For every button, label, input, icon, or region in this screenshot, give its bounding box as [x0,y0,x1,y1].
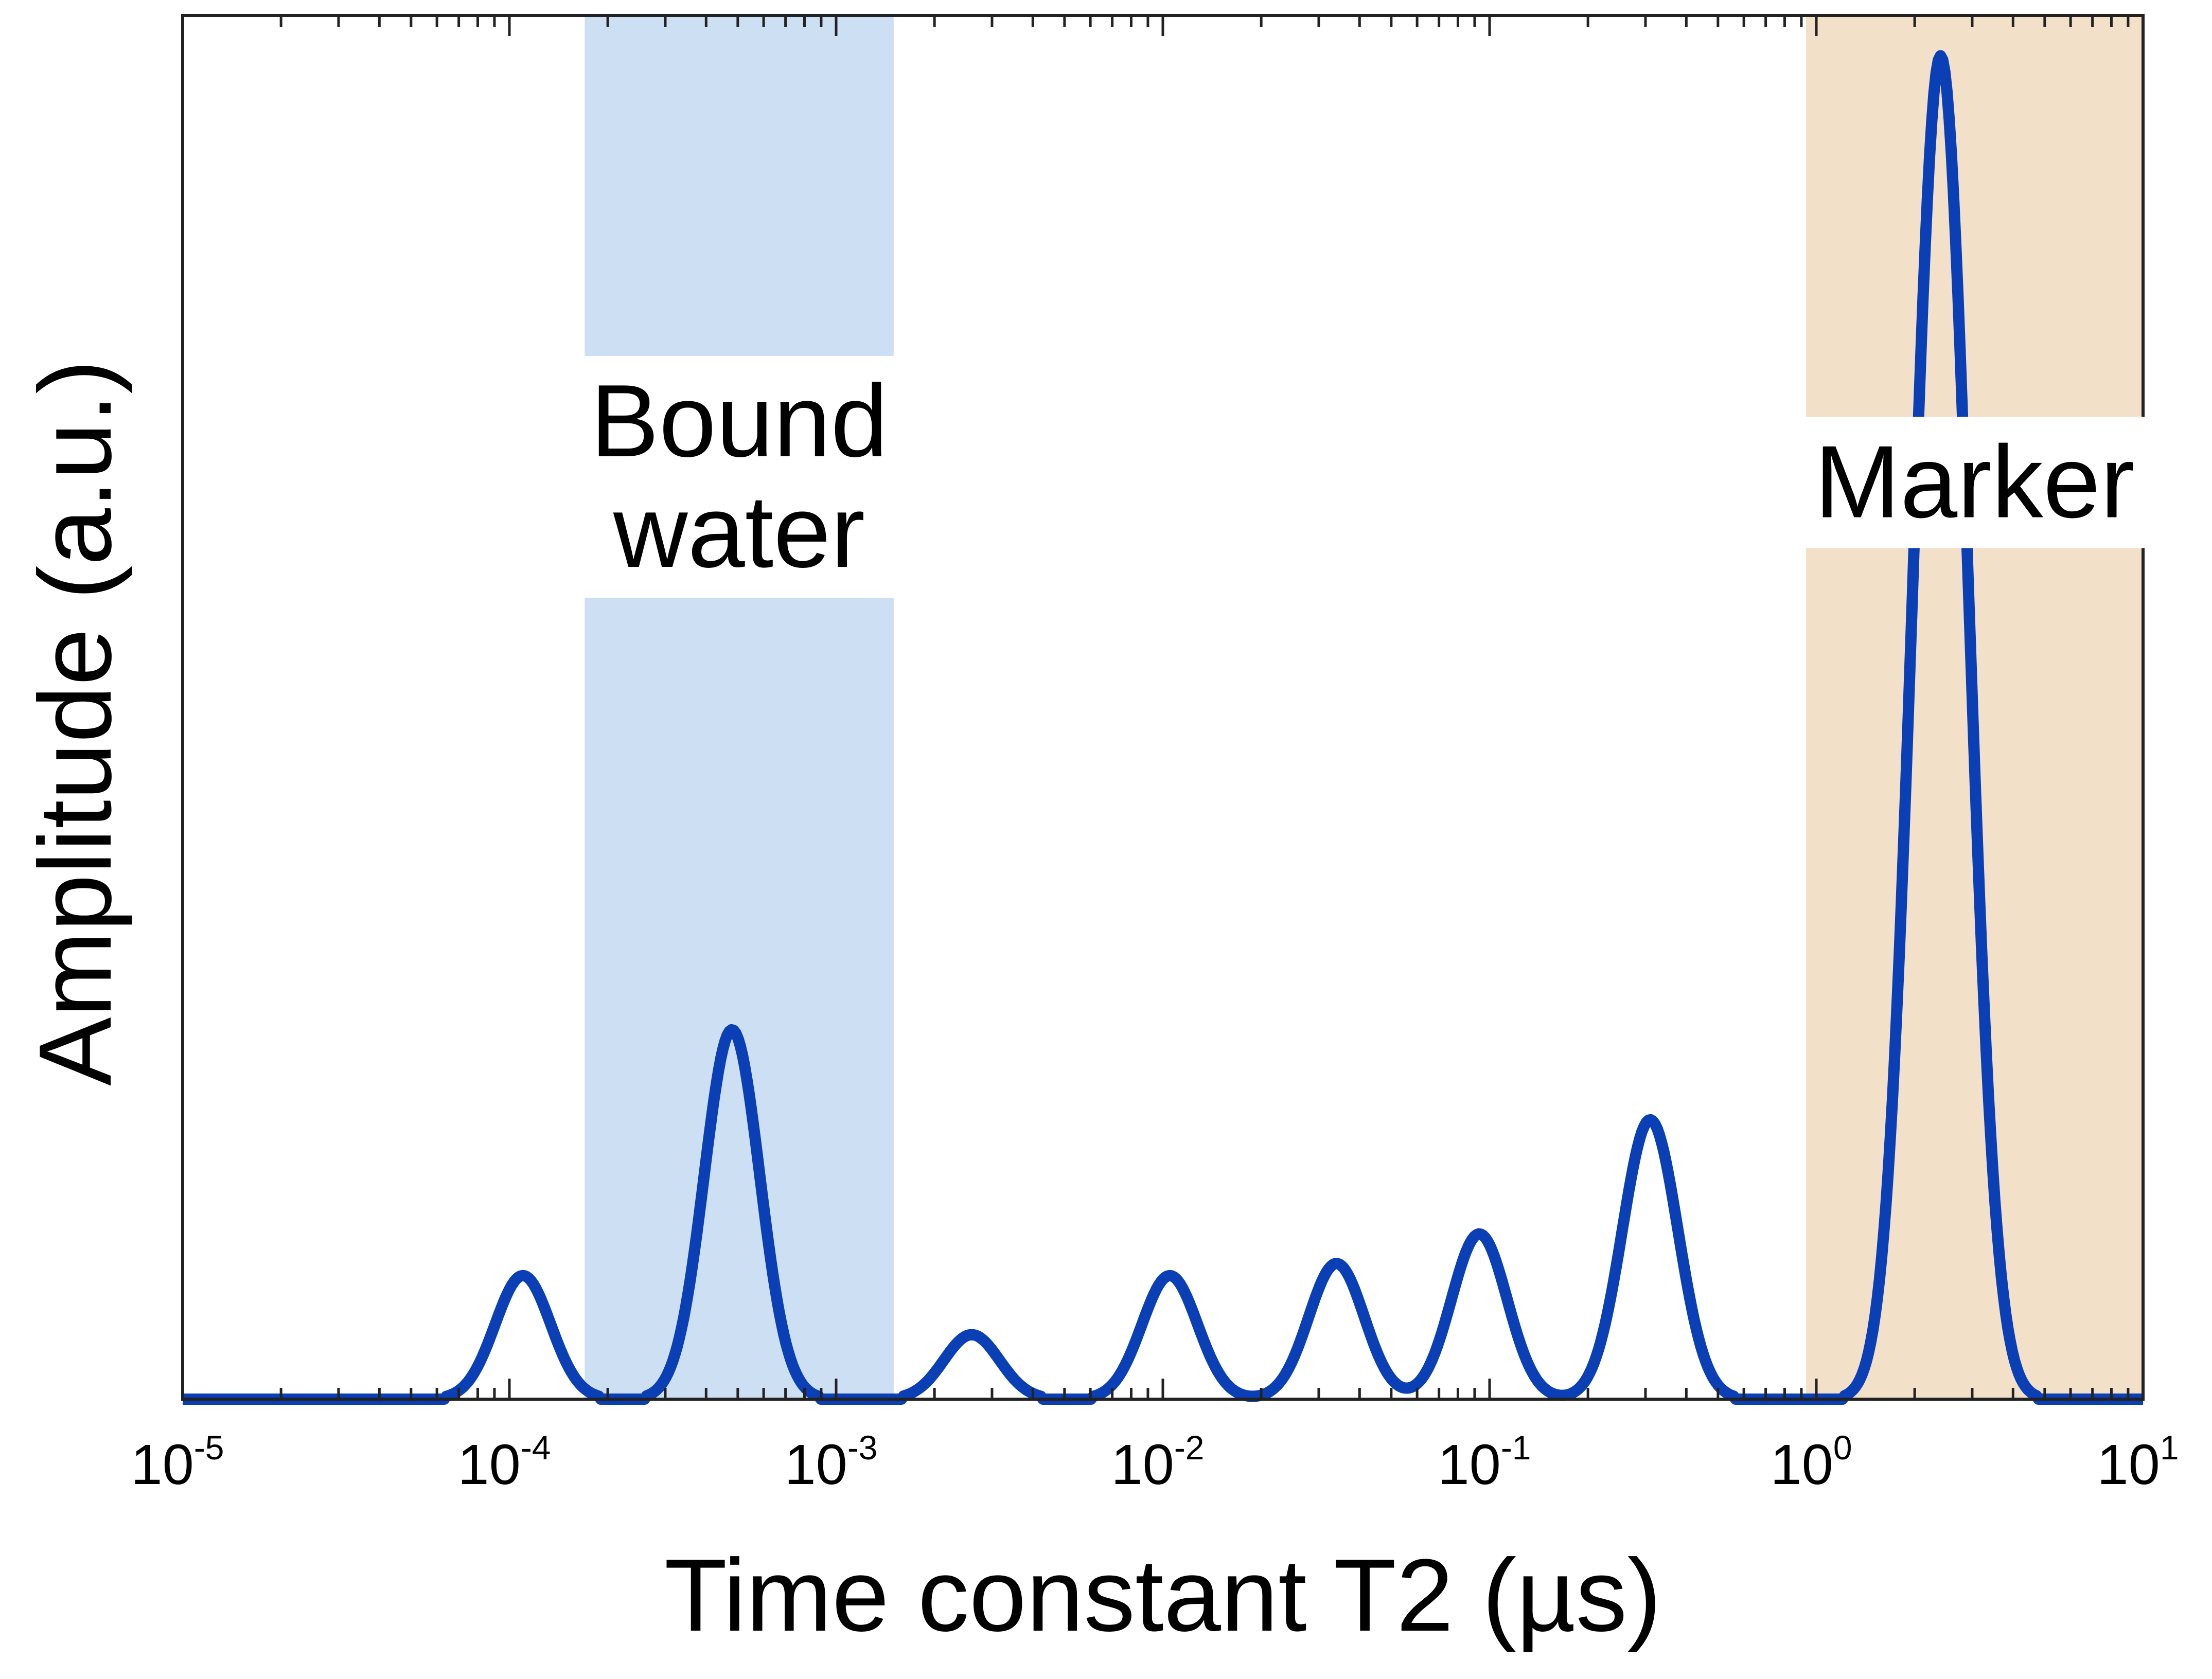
tick-labels: 10-5 10-4 10-3 10-2 10-1 100 101 [131,1428,2179,1496]
x-tick-label: 10-4 [457,1428,551,1496]
x-tick-label: 10-1 [1438,1428,1531,1496]
x-tick-label: 100 [1770,1428,1852,1496]
x-axis-title: Time constant T2 (µs) [664,1538,1661,1653]
series-peak-7 [1940,55,1941,56]
region-label-0-line-0: Bound [590,364,888,478]
series-peak-1 [732,1029,733,1030]
series-peak-2 [971,1334,972,1335]
x-tick-label: 101 [2097,1428,2179,1496]
series-peak-0 [522,1275,523,1276]
series-peak-3 [1169,1275,1170,1276]
series-peak-4 [1336,1263,1337,1264]
region-label-1-line-0: Marker [1814,425,2134,540]
region-label-0-line-1: water [613,474,865,589]
series-peak-5 [1479,1234,1480,1235]
annotation-backing-1 [1772,417,2178,548]
series-peak-6 [1650,1119,1651,1120]
x-tick-label: 10-5 [131,1428,224,1496]
region-band-0 [585,15,894,1399]
x-tick-label: 10-2 [1111,1428,1204,1496]
y-axis-title: Amplitude (a.u.) [18,360,133,1086]
x-tick-label: 10-3 [784,1428,877,1496]
annotation-backing-0 [567,356,912,598]
axis-ticks [181,15,2145,1399]
